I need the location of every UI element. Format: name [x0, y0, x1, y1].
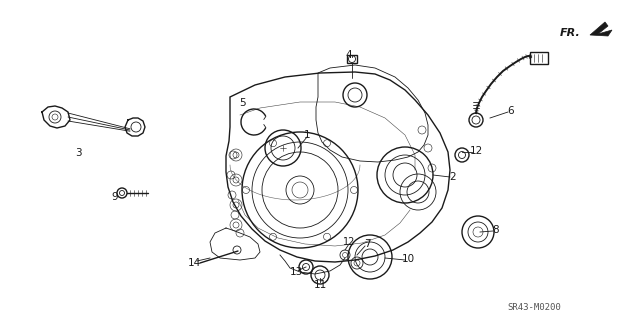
- Text: 12: 12: [343, 237, 355, 247]
- Text: 9: 9: [112, 192, 118, 202]
- Text: 10: 10: [401, 254, 415, 264]
- Text: SR43-M0200: SR43-M0200: [507, 302, 561, 311]
- Text: FR.: FR.: [560, 28, 581, 38]
- Text: 13: 13: [289, 267, 303, 277]
- Text: 7: 7: [364, 239, 371, 249]
- Text: 5: 5: [240, 98, 246, 108]
- Text: 14: 14: [188, 258, 200, 268]
- Text: 4: 4: [346, 50, 352, 60]
- Text: 12: 12: [469, 146, 483, 156]
- Polygon shape: [590, 22, 612, 36]
- Text: 6: 6: [508, 106, 515, 116]
- Text: 2: 2: [450, 172, 456, 182]
- Text: 8: 8: [493, 225, 499, 235]
- Text: 11: 11: [314, 280, 326, 290]
- Text: 3: 3: [75, 148, 81, 158]
- Text: 1: 1: [304, 130, 310, 140]
